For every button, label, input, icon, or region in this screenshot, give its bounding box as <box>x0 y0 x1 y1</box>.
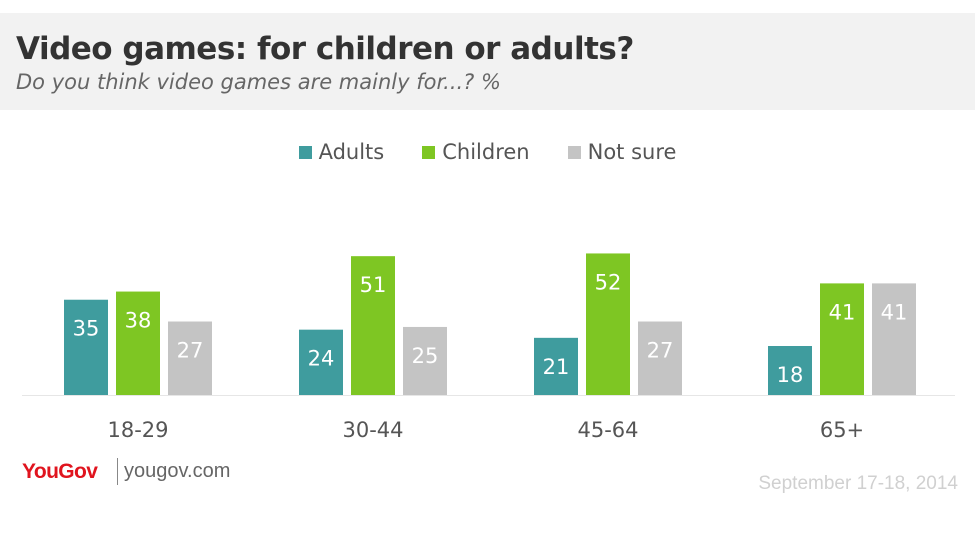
category-label: 45-64 <box>577 418 638 442</box>
data-label: 41 <box>881 300 908 324</box>
data-label: 27 <box>177 339 204 363</box>
chart-title: Video games: for children or adults? <box>16 31 634 67</box>
data-label: 25 <box>412 344 439 368</box>
data-label: 27 <box>647 339 674 363</box>
header-band: Video games: for children or adults? Do … <box>0 13 975 110</box>
legend-label-children: Children <box>442 140 530 164</box>
chart-subtitle: Do you think video games are mainly for.… <box>16 70 501 94</box>
bar-not-sure-30-44 <box>403 326 447 395</box>
bar-children-18-29 <box>116 291 160 395</box>
legend: Adults Children Not sure <box>0 140 975 164</box>
legend-swatch-not-sure <box>567 145 581 159</box>
data-label: 38 <box>125 309 152 333</box>
legend-item-not-sure: Not sure <box>567 140 677 164</box>
data-label: 52 <box>595 270 622 294</box>
bar-children-65+ <box>820 283 864 395</box>
category-label: 65+ <box>820 418 864 442</box>
category-label: 30-44 <box>342 418 403 442</box>
legend-label-adults: Adults <box>318 140 385 164</box>
bar-children-30-44 <box>351 256 395 395</box>
survey-date: September 17-18, 2014 <box>758 473 958 494</box>
legend-item-adults: Adults <box>298 140 385 164</box>
bar-not-sure-65+ <box>872 283 916 395</box>
data-label: 41 <box>829 300 856 324</box>
footer-url[interactable]: yougov.com <box>124 460 231 482</box>
yougov-logo: YouGov <box>22 460 98 483</box>
data-label: 21 <box>543 355 570 379</box>
footer-divider <box>117 458 118 485</box>
bar-adults-18-29 <box>64 299 108 395</box>
category-label: 18-29 <box>107 418 168 442</box>
bar-adults-30-44 <box>299 329 343 395</box>
legend-swatch-adults <box>298 145 312 159</box>
data-label: 18 <box>777 363 804 387</box>
legend-swatch-children <box>422 145 436 159</box>
bar-adults-65+ <box>768 346 812 395</box>
bar-children-45-64 <box>586 253 630 395</box>
data-label: 35 <box>73 317 100 341</box>
legend-item-children: Children <box>422 140 530 164</box>
legend-label-not-sure: Not sure <box>587 140 677 164</box>
bar-adults-45-64 <box>534 337 578 395</box>
bar-not-sure-45-64 <box>638 321 682 395</box>
bar-not-sure-18-29 <box>168 321 212 395</box>
data-label: 24 <box>308 347 335 371</box>
data-label: 51 <box>360 273 387 297</box>
